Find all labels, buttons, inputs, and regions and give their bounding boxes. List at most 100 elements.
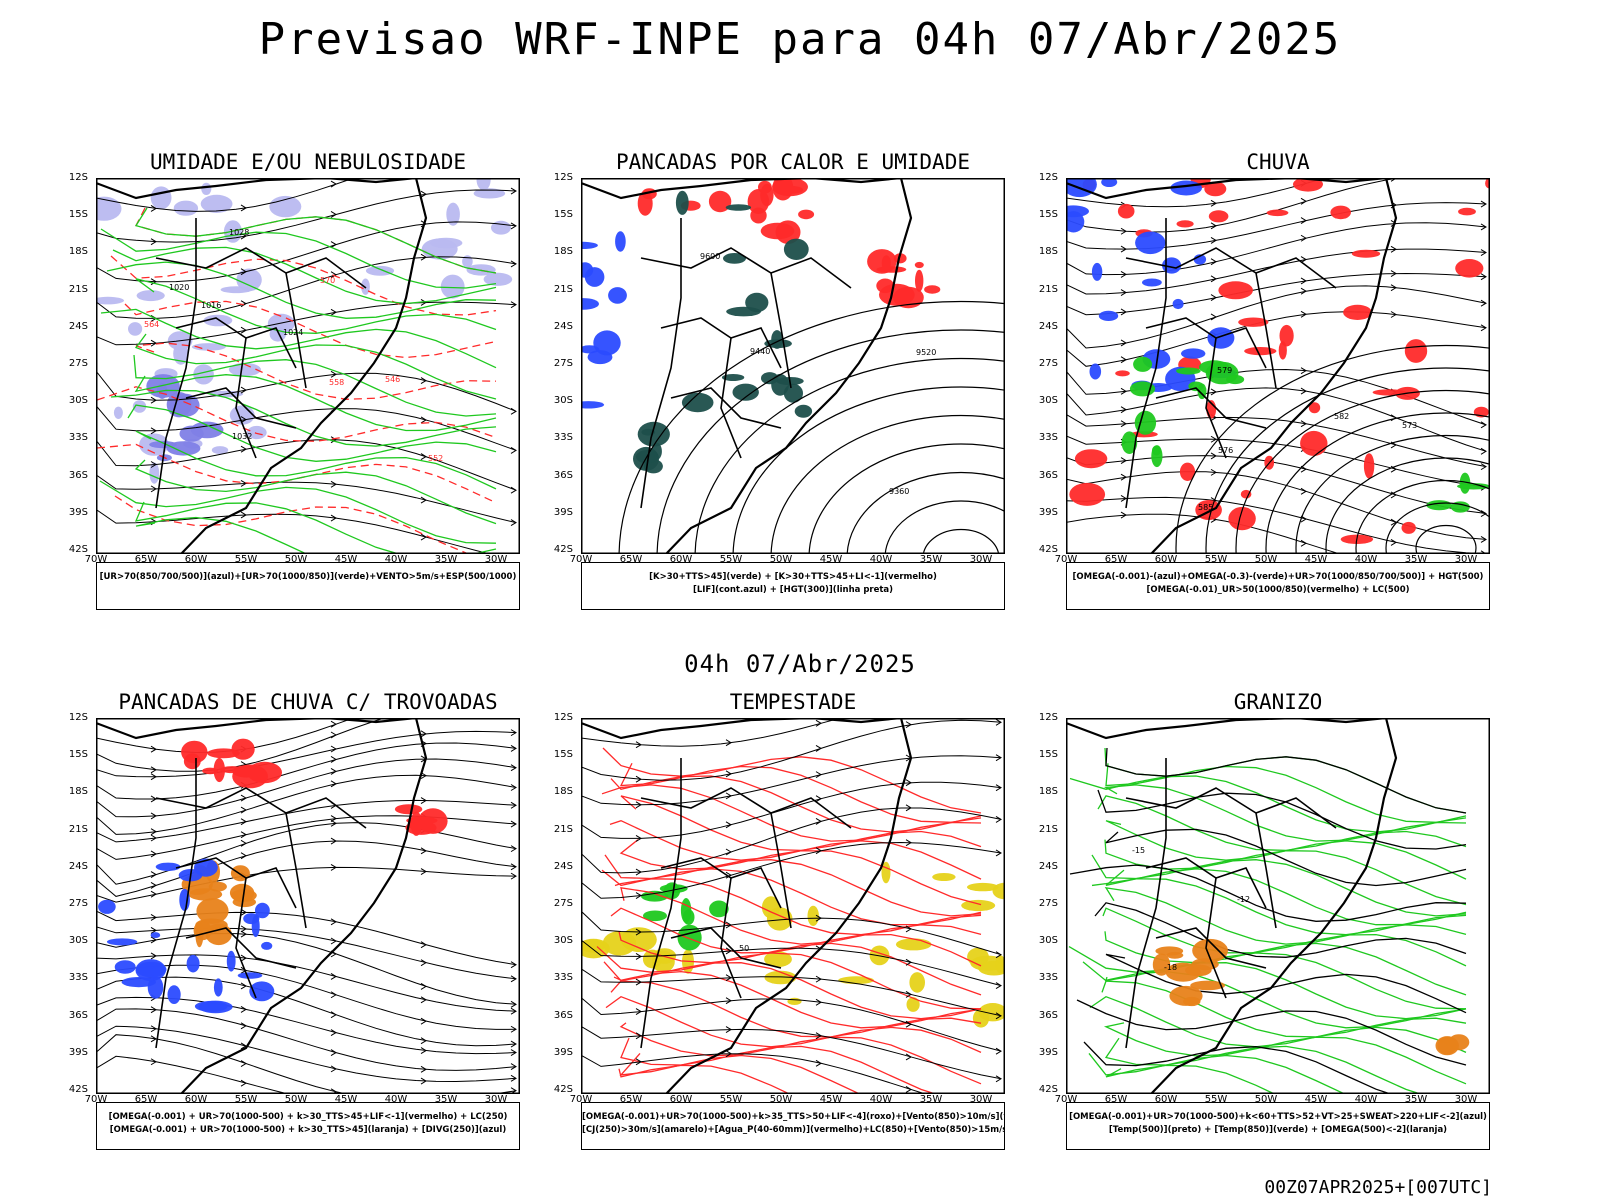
contour-label: 9440 bbox=[750, 347, 770, 356]
latitude-label: 36S bbox=[553, 1009, 573, 1021]
longitude-label: 55W bbox=[234, 554, 258, 565]
longitude-label: 30W bbox=[484, 554, 508, 565]
longitude-label: 65W bbox=[134, 1094, 158, 1105]
longitude-label: 30W bbox=[484, 1094, 508, 1105]
longitude-label: 40W bbox=[384, 554, 408, 565]
panel-title: CHUVA bbox=[1246, 150, 1310, 174]
contour-label: 50 bbox=[739, 944, 749, 953]
longitude-labels: 70W 65W 60W 55W 50W 45W 40W 35W 30W bbox=[85, 554, 520, 568]
latitude-labels: 12S 15S 18S 21S 24S 27S 30S 33S 36S 39S 42S bbox=[50, 712, 92, 1095]
legend-caption: [OMEGA(-0.001) + UR>70(1000-500) + k>30_… bbox=[96, 1102, 520, 1150]
latitude-label: 12S bbox=[1038, 172, 1058, 183]
longitude-label: 60W bbox=[669, 554, 693, 565]
contour-label: 1016 bbox=[201, 301, 221, 310]
longitude-label: 35W bbox=[919, 1094, 943, 1105]
latitude-label: 30S bbox=[1038, 395, 1058, 407]
contour-label: 1024 bbox=[283, 328, 303, 337]
longitude-label: 70W bbox=[84, 554, 108, 565]
map-area: -12 -15 -18 bbox=[1066, 718, 1490, 1094]
longitude-label: 45W bbox=[334, 1094, 358, 1105]
latitude-label: 30S bbox=[68, 935, 88, 947]
latitude-label: 24S bbox=[1038, 860, 1058, 872]
longitude-label: 30W bbox=[969, 1094, 993, 1105]
latitude-label: 18S bbox=[68, 786, 88, 798]
longitude-labels: 70W 65W 60W 55W 50W 45W 40W 35W 30W bbox=[570, 554, 1005, 568]
contour-label: 558 bbox=[329, 378, 344, 387]
map-panel-2: PANCADAS POR CALOR E UMIDADE 12S 15S 18S 21S… bbox=[525, 150, 1005, 620]
longitude-label: 30W bbox=[1454, 1094, 1478, 1105]
latitude-label: 24S bbox=[1038, 320, 1058, 332]
latitude-label: 21S bbox=[68, 283, 88, 295]
longitude-label: 70W bbox=[569, 554, 593, 565]
longitude-label: 50W bbox=[1254, 554, 1278, 565]
latitude-label: 15S bbox=[1038, 749, 1058, 761]
latitude-label: 12S bbox=[68, 712, 88, 723]
longitude-label: 45W bbox=[819, 554, 843, 565]
latitude-label: 42S bbox=[1038, 1084, 1058, 1095]
longitude-label: 35W bbox=[1404, 1094, 1428, 1105]
longitude-label: 65W bbox=[1104, 554, 1128, 565]
legend-line: [OMEGA(-0.001) + UR>70(1000-500) + k>30_… bbox=[108, 1112, 508, 1122]
longitude-label: 50W bbox=[284, 554, 308, 565]
legend-line: [Temp(500)](preto) + [Temp(850)](verde) … bbox=[1108, 1125, 1448, 1135]
longitude-label: 60W bbox=[1154, 554, 1178, 565]
longitude-label: 30W bbox=[969, 554, 993, 565]
contour-label: -12 bbox=[1237, 895, 1250, 904]
contour-label: 9600 bbox=[700, 252, 720, 261]
latitude-label: 18S bbox=[1038, 786, 1058, 798]
valid-time-label: 04h 07/Abr/2025 bbox=[684, 650, 916, 678]
latitude-label: 27S bbox=[68, 898, 88, 909]
contour-label: 9520 bbox=[916, 348, 936, 357]
latitude-label: 42S bbox=[553, 1084, 573, 1095]
longitude-label: 40W bbox=[869, 1094, 893, 1105]
longitude-label: 50W bbox=[1254, 1094, 1278, 1105]
latitude-label: 36S bbox=[68, 1009, 88, 1021]
latitude-label: 21S bbox=[68, 823, 88, 835]
latitude-label: 36S bbox=[1038, 1009, 1058, 1021]
latitude-label: 21S bbox=[1038, 283, 1058, 295]
longitude-label: 60W bbox=[184, 1094, 208, 1105]
longitude-label: 70W bbox=[1054, 554, 1078, 565]
map-panel-5: TEMPESTADE 12S 15S 18S 21S 24S 27S 30S 33S 36S 39S… bbox=[525, 690, 1005, 1160]
latitude-label: 24S bbox=[553, 860, 573, 872]
longitude-label: 50W bbox=[284, 1094, 308, 1105]
forecast-map: 1016 1020 1024 1028 1032 570 564 558 552 546 bbox=[96, 178, 520, 554]
latitude-label: 30S bbox=[1038, 935, 1058, 947]
longitude-label: 40W bbox=[384, 1094, 408, 1105]
map-panel-6: GRANIZO 12S 15S 18S 21S 24S 27S 30S 33S 36S 39S 42S… bbox=[1010, 690, 1490, 1160]
contour-label: 585 bbox=[1198, 503, 1213, 512]
latitude-label: 42S bbox=[68, 1084, 88, 1095]
latitude-label: 21S bbox=[553, 283, 573, 295]
latitude-label: 33S bbox=[1038, 972, 1058, 984]
longitude-label: 65W bbox=[134, 554, 158, 565]
contour-label: 546 bbox=[385, 375, 400, 384]
forecast-map: 50 bbox=[581, 718, 1005, 1094]
latitude-label: 42S bbox=[553, 544, 573, 555]
longitude-label: 35W bbox=[1404, 554, 1428, 565]
forecast-map: -12 -15 -18 bbox=[1066, 718, 1490, 1094]
latitude-label: 15S bbox=[68, 749, 88, 761]
legend-line: [OMEGA(-0.001)+UR>70(1000-500)+k<60+TTS>… bbox=[1069, 1112, 1487, 1122]
latitude-label: 12S bbox=[68, 172, 88, 183]
latitude-label: 30S bbox=[553, 935, 573, 947]
legend-caption: [OMEGA(-0.001)+UR>70(1000-500)+k<60+TTS>… bbox=[1066, 1102, 1490, 1150]
latitude-label: 24S bbox=[553, 320, 573, 332]
latitude-label: 39S bbox=[68, 1046, 88, 1058]
legend-line: [OMEGA(-0.001)+UR>70(1000-500)+k>35_TTS>… bbox=[582, 1112, 1004, 1122]
contour-label: 1020 bbox=[169, 283, 189, 292]
longitude-label: 60W bbox=[184, 554, 208, 565]
latitude-label: 12S bbox=[553, 172, 573, 183]
latitude-label: 33S bbox=[1038, 432, 1058, 444]
latitude-label: 18S bbox=[553, 786, 573, 798]
latitude-label: 42S bbox=[1038, 544, 1058, 555]
latitude-label: 27S bbox=[553, 358, 573, 369]
longitude-label: 40W bbox=[1354, 1094, 1378, 1105]
forecast-map: 585 582 579 576 573 bbox=[1066, 178, 1490, 554]
latitude-label: 21S bbox=[553, 823, 573, 835]
contour-label: 564 bbox=[144, 320, 159, 329]
latitude-label: 36S bbox=[68, 469, 88, 481]
contour-label: 576 bbox=[1218, 446, 1233, 455]
latitude-label: 36S bbox=[1038, 469, 1058, 481]
map-area: 585 582 579 576 573 bbox=[1066, 178, 1490, 554]
contour-label: 573 bbox=[1402, 421, 1417, 430]
